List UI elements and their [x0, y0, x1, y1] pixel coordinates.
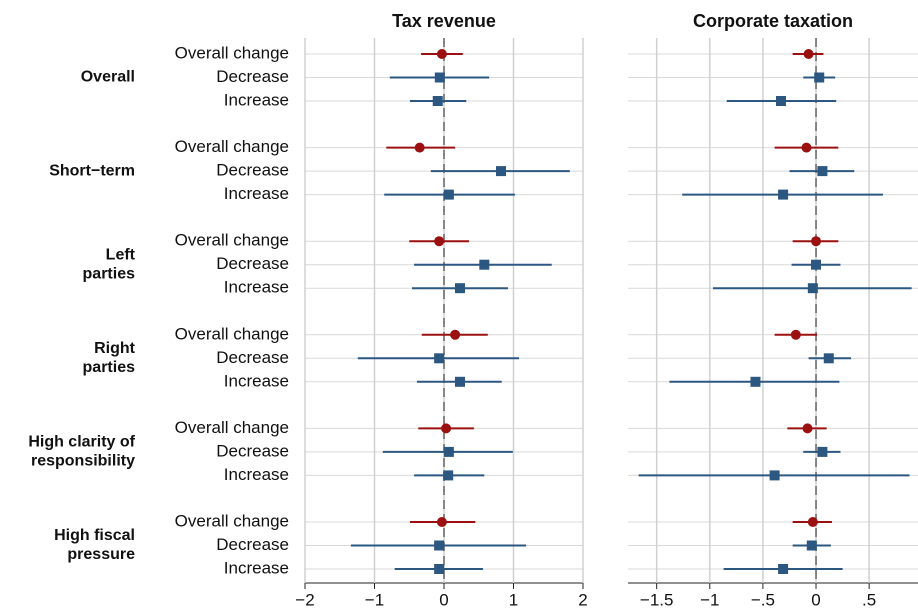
point-estimate — [454, 283, 465, 294]
point-estimate — [803, 49, 814, 59]
x-tick-label: −1 — [365, 590, 384, 609]
row-label: Increase — [224, 90, 289, 109]
row-label: Decrease — [216, 161, 289, 180]
point-estimate — [801, 142, 812, 153]
point-estimate — [769, 470, 780, 481]
x-tick-label: −1 — [700, 590, 719, 609]
point-estimate — [414, 142, 425, 153]
point-estimate — [434, 353, 445, 364]
row-label: Decrease — [216, 254, 289, 273]
point-estimate — [814, 72, 825, 83]
row-label: Increase — [224, 371, 289, 390]
point-estimate — [778, 564, 789, 574]
point-estimate — [807, 517, 818, 527]
point-estimate — [817, 166, 828, 177]
panel-title: Corporate taxation — [693, 11, 853, 31]
point-estimate — [436, 49, 447, 59]
point-estimate — [450, 329, 461, 340]
row-label: Decrease — [216, 348, 289, 367]
point-estimate — [479, 259, 490, 270]
point-estimate — [443, 189, 454, 200]
group-label: High fiscal — [54, 527, 135, 544]
point-estimate — [443, 470, 454, 481]
point-estimate — [441, 423, 452, 434]
group-label: responsibility — [31, 453, 135, 470]
group-label: Left — [106, 246, 136, 263]
panel-title: Tax revenue — [392, 11, 496, 31]
group-label: parties — [83, 265, 136, 282]
point-estimate — [817, 446, 828, 457]
point-estimate — [811, 259, 822, 270]
row-label: Increase — [224, 184, 289, 203]
point-estimate — [443, 446, 454, 457]
group-label: pressure — [67, 546, 135, 563]
row-label: Decrease — [216, 535, 289, 554]
row-label: Decrease — [216, 67, 289, 86]
group-label: parties — [83, 359, 136, 376]
point-estimate — [434, 236, 445, 247]
row-label: Overall change — [175, 137, 289, 156]
point-estimate — [778, 189, 789, 200]
row-label: Overall change — [175, 511, 289, 530]
group-label: High clarity of — [28, 434, 135, 451]
x-tick-label: 1 — [509, 590, 518, 609]
row-label: Overall change — [175, 418, 289, 437]
point-estimate — [434, 540, 445, 551]
point-estimate — [434, 564, 445, 574]
point-estimate — [807, 283, 818, 294]
row-label: Overall change — [175, 231, 289, 250]
x-tick-label: 2 — [578, 590, 587, 609]
row-label: Increase — [224, 465, 289, 484]
row-label: Overall change — [175, 43, 289, 62]
point-estimate — [775, 96, 786, 106]
point-estimate — [823, 353, 834, 364]
point-estimate — [432, 96, 443, 106]
point-estimate — [806, 540, 817, 551]
point-estimate — [802, 423, 813, 434]
row-label: Increase — [224, 558, 289, 577]
point-estimate — [454, 376, 465, 387]
point-estimate — [811, 236, 822, 247]
x-tick-label: 0 — [439, 590, 448, 609]
x-tick-label: .5 — [862, 590, 876, 609]
point-estimate — [750, 376, 761, 387]
point-estimate — [790, 329, 801, 340]
x-tick-label: −1.5 — [640, 590, 674, 609]
row-label: Increase — [224, 278, 289, 297]
point-estimate — [436, 517, 447, 527]
point-estimate — [495, 166, 506, 177]
x-tick-label: −.5 — [751, 590, 775, 609]
x-tick-label: 0 — [811, 590, 820, 609]
row-label: Decrease — [216, 441, 289, 460]
group-label: Overall — [81, 69, 135, 86]
row-label: Overall change — [175, 324, 289, 343]
point-estimate — [434, 72, 445, 83]
x-tick-label: −2 — [295, 590, 314, 609]
group-label: Short−term — [49, 162, 135, 179]
group-label: Right — [94, 340, 136, 357]
